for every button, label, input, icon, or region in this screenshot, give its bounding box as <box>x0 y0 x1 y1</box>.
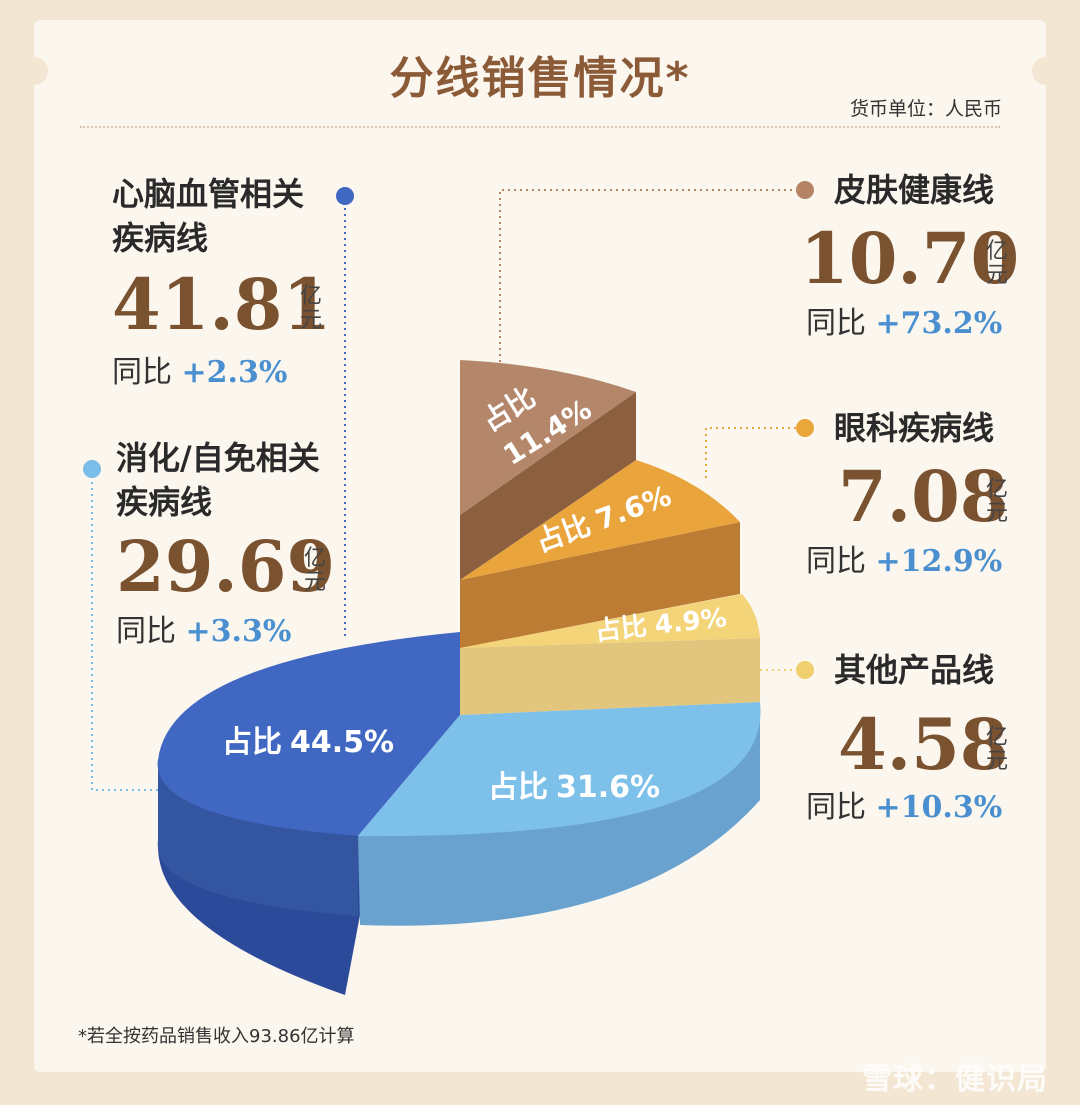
category-cardio-name-line1: 心脑血管相关 <box>112 175 305 213</box>
unit-digestive: 亿元 <box>304 546 327 595</box>
slice-eye-side <box>460 522 740 648</box>
slice-cardio-edge <box>157 760 358 916</box>
slice-other-side <box>460 638 760 715</box>
category-digestive-name: 消化/自免相关 疾病线 <box>116 436 320 524</box>
category-eye-name: 眼科疾病线 <box>834 409 995 447</box>
yoy-cardio: 同比 +2.3% <box>112 355 288 390</box>
unit-cardio: 亿元 <box>300 284 323 333</box>
unit-eye: 亿元 <box>986 477 1009 526</box>
yoy-skin: 同比 +73.2% <box>806 306 1003 341</box>
title-divider <box>80 126 1000 128</box>
slice-other-top <box>460 594 760 648</box>
slice-eye <box>460 460 740 648</box>
value-cardio: 41.81 <box>112 263 332 346</box>
unit-other: 亿元 <box>986 725 1009 774</box>
leader-line-skin <box>499 189 805 362</box>
value-skin: 10.70 <box>800 217 1020 300</box>
footnote: *若全按药品销售收入93.86亿计算 <box>78 1026 355 1047</box>
legend-dot-cardio <box>336 187 354 205</box>
leader-line-eye <box>705 427 805 478</box>
card-notch-left <box>20 57 48 85</box>
slice-digestive <box>358 702 761 926</box>
slice-cardio-top <box>157 632 460 836</box>
watermark: 雪球：健识局 <box>862 1062 1048 1097</box>
slice-skin-side <box>460 392 636 580</box>
category-skin-name: 皮肤健康线 <box>834 171 995 209</box>
slice-eye-top <box>460 460 740 580</box>
category-cardio-name: 心脑血管相关 疾病线 <box>112 172 304 260</box>
value-other: 4.58 <box>838 703 1009 786</box>
yoy-other: 同比 +10.3% <box>806 790 1003 825</box>
yoy-digestive: 同比 +3.3% <box>116 614 292 649</box>
slice-other <box>460 594 760 715</box>
share-label-other: 占比 4.9% <box>594 603 729 647</box>
leader-line-digestive <box>91 470 160 791</box>
value-eye: 7.08 <box>838 455 1009 538</box>
legend-dot-skin <box>796 181 814 199</box>
yoy-eye: 同比 +12.9% <box>806 544 1003 579</box>
slice-digestive-top <box>358 702 761 837</box>
category-digestive-name-line2: 疾病线 <box>116 483 213 521</box>
slice-skin-top <box>460 360 636 515</box>
value-digestive: 29.69 <box>116 525 336 608</box>
category-digestive-name-line1: 消化/自免相关 <box>116 439 320 477</box>
legend-dot-digestive <box>83 460 101 478</box>
legend-dot-other <box>796 661 814 679</box>
currency-note: 货币单位：人民币 <box>849 98 1002 120</box>
share-label-digestive: 占比 31.6% <box>488 770 660 805</box>
slice-digestive-side <box>358 708 760 926</box>
chart-title: 分线销售情况* <box>389 53 691 104</box>
slice-cardio <box>157 632 460 995</box>
slice-skin <box>460 360 636 580</box>
legend-dot-eye <box>796 419 814 437</box>
card-notch-right <box>1032 57 1060 85</box>
share-label-cardio: 占比 44.5% <box>222 725 394 760</box>
category-other-name: 其他产品线 <box>834 651 995 689</box>
unit-skin: 亿元 <box>986 239 1009 288</box>
category-cardio-name-line2: 疾病线 <box>112 219 209 257</box>
